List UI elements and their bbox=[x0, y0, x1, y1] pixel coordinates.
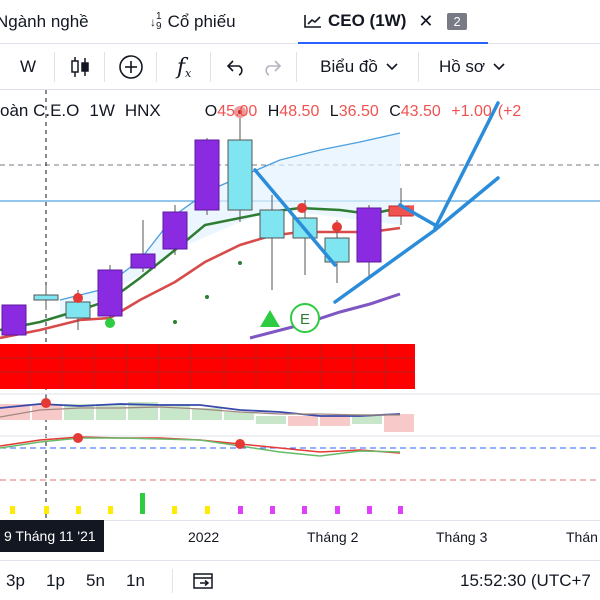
signal-dot bbox=[105, 318, 115, 328]
high-value: 48.50 bbox=[279, 103, 320, 120]
candle bbox=[65, 301, 91, 319]
signal-dot bbox=[297, 203, 307, 213]
signal-dot bbox=[73, 433, 83, 443]
profile-menu-dropdown[interactable]: Hồ sơ bbox=[426, 44, 518, 90]
fx-subscript: x bbox=[184, 66, 192, 80]
tab-label: Ngành nghề bbox=[0, 12, 89, 31]
indicator-band bbox=[0, 344, 415, 389]
tab-industries[interactable]: Ngành nghề bbox=[0, 0, 89, 44]
ma-trend-line bbox=[249, 292, 401, 340]
toolbar-divider bbox=[54, 52, 55, 82]
interval-button[interactable]: W bbox=[19, 57, 37, 76]
chart-icon bbox=[304, 15, 321, 28]
change-percent: (+2 bbox=[497, 103, 522, 120]
signal-dot bbox=[73, 293, 83, 303]
toolbar-divider bbox=[104, 52, 105, 82]
toolbar-divider bbox=[210, 52, 211, 82]
toolbar-divider bbox=[156, 52, 157, 82]
signal-dot bbox=[173, 320, 177, 324]
change-value: +1.00 bbox=[451, 103, 492, 120]
close-label: C bbox=[389, 103, 401, 120]
candle bbox=[1, 304, 27, 336]
signal-dot bbox=[238, 261, 242, 265]
chart-menu-dropdown[interactable]: Biểu đồ bbox=[304, 44, 414, 90]
toolbar-divider bbox=[172, 569, 173, 593]
open-label: O bbox=[204, 103, 218, 120]
range-button[interactable]: 5n bbox=[86, 571, 105, 590]
low-label: L bbox=[329, 103, 339, 120]
indicator-band-grid bbox=[0, 344, 415, 389]
earnings-badge-letter: E bbox=[300, 311, 310, 328]
candles bbox=[1, 110, 414, 336]
range-button[interactable]: 3p bbox=[6, 571, 25, 590]
undo-icon[interactable] bbox=[220, 44, 252, 90]
crosshair-time-label: 9 Tháng 11 '21 bbox=[0, 520, 104, 552]
oscillator-line-signal bbox=[0, 406, 400, 418]
candle bbox=[356, 207, 382, 263]
low-value: 36.50 bbox=[338, 103, 379, 120]
time-label: Thán bbox=[566, 529, 598, 545]
close-icon[interactable]: ✕ bbox=[418, 10, 434, 31]
candle bbox=[227, 139, 253, 211]
signal-dot bbox=[235, 439, 245, 449]
sort-numeric-icon: ↓ bbox=[150, 14, 156, 29]
candle bbox=[33, 294, 59, 301]
high-label: H bbox=[267, 103, 280, 120]
profile-menu-label: Hồ sơ bbox=[438, 57, 486, 76]
toolbar-divider bbox=[418, 52, 419, 82]
ma-long-line bbox=[0, 226, 401, 340]
signal-dot bbox=[41, 398, 51, 408]
bottom-toolbar: 3p 1p 5n 1n 15:52:30 (UTC+7 bbox=[0, 560, 600, 600]
symbol-interval: 1W bbox=[89, 101, 115, 120]
price-chart-canvas[interactable]: E bbox=[0, 90, 600, 520]
candle bbox=[130, 253, 156, 269]
oscillator-line-blue bbox=[0, 403, 401, 417]
fx-label: f bbox=[176, 54, 185, 80]
signal-dot bbox=[238, 110, 242, 114]
ohlc-values: O45.00 H48.50 L36.50 C43.50 +1.00 (+2 bbox=[205, 103, 532, 121]
candles-icon[interactable] bbox=[62, 44, 98, 90]
tab-ceo-chart[interactable]: CEO (1W) ✕ 2 bbox=[298, 0, 488, 44]
signal-dot bbox=[205, 295, 209, 299]
candle bbox=[97, 269, 123, 317]
redo-icon[interactable] bbox=[256, 44, 288, 90]
plus-circle-icon[interactable] bbox=[112, 44, 150, 90]
tab-count-badge[interactable]: 2 bbox=[447, 12, 467, 30]
calendar-range-icon[interactable] bbox=[192, 571, 216, 591]
symbol-name: oàn C.E.O bbox=[0, 101, 80, 120]
candle bbox=[162, 211, 188, 250]
candle bbox=[259, 209, 285, 239]
open-value: 45.00 bbox=[217, 103, 258, 120]
oscillator2-line-green bbox=[0, 437, 401, 457]
buy-triangle-icon bbox=[260, 310, 280, 327]
signal-dot bbox=[332, 222, 342, 232]
user-trendlines[interactable] bbox=[253, 101, 500, 304]
close-value: 43.50 bbox=[400, 103, 441, 120]
chart-menu-label: Biểu đồ bbox=[320, 57, 378, 76]
range-button[interactable]: 1p bbox=[46, 571, 65, 590]
earnings-badge-icon[interactable] bbox=[290, 303, 320, 333]
time-label: 2022 bbox=[188, 529, 220, 545]
chevron-down-icon bbox=[386, 63, 398, 71]
marker-bars bbox=[10, 493, 403, 514]
bollinger-band-fill bbox=[60, 133, 400, 320]
toolbar-divider bbox=[296, 52, 297, 82]
symbol-legend[interactable]: oàn C.E.O 1W HNX O45.00 H48.50 L36.50 C4… bbox=[0, 101, 531, 123]
range-button[interactable]: 1n bbox=[126, 571, 145, 590]
time-label: Tháng 2 bbox=[307, 529, 359, 545]
tab-label: CEO (1W) bbox=[328, 11, 407, 30]
tab-label: Cổ phiếu bbox=[167, 12, 236, 31]
candle bbox=[194, 139, 220, 211]
time-label: Tháng 3 bbox=[436, 529, 488, 545]
chevron-down-icon bbox=[493, 63, 505, 71]
clock-timezone[interactable]: 15:52:30 (UTC+7 bbox=[460, 571, 591, 590]
oscillator-histogram bbox=[0, 402, 414, 432]
symbol-exchange: HNX bbox=[124, 101, 161, 120]
